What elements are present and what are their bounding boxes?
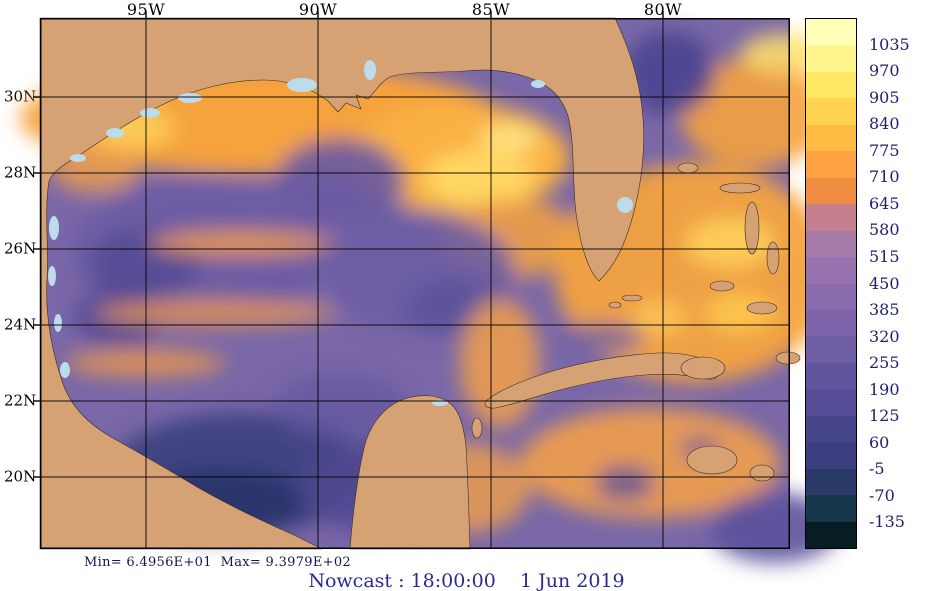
island (749, 464, 775, 482)
colorbar-segment (806, 177, 856, 205)
colorbar-segment (806, 98, 856, 125)
coastal-bay (178, 93, 202, 103)
colorbar-segment (806, 336, 856, 363)
colorbar-tick-label: 970 (869, 61, 900, 81)
x-tick-label: 80W (643, 0, 683, 19)
colorbar-tick-label: 125 (869, 406, 900, 426)
x-tick-label: 90W (298, 0, 338, 19)
lake-okeechobee (617, 197, 633, 213)
cuba-east (680, 356, 726, 380)
colorbar-tick-label: 580 (869, 220, 900, 240)
colorbar-segment (806, 204, 856, 231)
colorbar-tick-label: -135 (869, 512, 905, 532)
colorbar-gradient (805, 18, 857, 549)
island (719, 182, 761, 194)
colorbar-segment (806, 230, 856, 258)
map-canvas (20, 11, 840, 563)
colorbar-segment (806, 362, 856, 390)
y-tick-label: 28N (4, 163, 37, 182)
y-tick-label: 22N (4, 391, 37, 410)
coastal-bay (70, 154, 86, 162)
y-tick-label: 20N (4, 467, 37, 486)
colorbar-segment (806, 283, 856, 310)
colorbar-tick-label: 645 (869, 193, 900, 213)
island (766, 241, 780, 275)
min-max-stats: Min= 6.4956E+01 Max= 9.3979E+02 (84, 555, 351, 570)
colorbar-tick-label: 710 (869, 167, 900, 187)
island (677, 162, 699, 174)
island (775, 351, 801, 365)
colorbar-segment (806, 415, 856, 443)
colorbar-segment (806, 151, 856, 178)
colorbar-tick-label: 905 (869, 87, 900, 107)
colorbar-tick-label: -70 (869, 485, 895, 505)
land-layer (39, 17, 801, 550)
colorbar-segment (806, 442, 856, 469)
x-tick-label: 95W (126, 0, 166, 19)
lakes-layer (48, 60, 633, 406)
y-tick-label: 24N (4, 315, 37, 334)
colorbar-segment (806, 257, 856, 284)
figure-caption: Nowcast : 18:00:00 1 Jun 2019 (308, 570, 625, 591)
colorbar-segment (806, 71, 856, 99)
colorbar-tick-label: 385 (869, 300, 900, 320)
colorbar-segment (806, 19, 856, 46)
colorbar-segment (806, 45, 856, 72)
colorbar-tick-label: 320 (869, 326, 900, 346)
colorbar-tick-label: 255 (869, 353, 900, 373)
colorbar-tick-label: 840 (869, 114, 900, 134)
mainland-coast (39, 17, 644, 550)
colorbar-tick-label: 450 (869, 273, 900, 293)
island (608, 301, 622, 309)
gridlines-layer (40, 18, 790, 549)
colorbar-segment (806, 309, 856, 337)
coastal-lagoon (48, 266, 56, 286)
colorbar-tick-label: 190 (869, 379, 900, 399)
mobile-bay (364, 60, 376, 80)
axis-ticks (33, 11, 664, 478)
x-tick-label: 85W (471, 0, 511, 19)
colorbar-segment (806, 389, 856, 416)
colorbar-tick-label: 775 (869, 140, 900, 160)
map-plot (20, 11, 840, 563)
colorbar-tick-labels: 1035 970 905 840 775 710 645 580 515 450 385 320 255… (869, 18, 931, 549)
colorbar-tick-label: 1035 (869, 34, 910, 54)
coastal-lagoon (60, 362, 70, 378)
yucatan-coast (349, 395, 471, 550)
y-tick-label: 30N (4, 87, 37, 106)
lake-pontchartrain (287, 78, 317, 92)
colorbar-segment (806, 468, 856, 496)
map-border (40, 18, 790, 549)
coastal-bay (106, 128, 124, 138)
coastal-bay (140, 108, 160, 118)
island (686, 445, 738, 475)
island (621, 294, 643, 302)
colorbar-segment (806, 495, 856, 522)
colorbar-segment (806, 521, 856, 549)
colorbar-segment (806, 124, 856, 152)
coastal-lagoon (54, 314, 62, 332)
colorbar-tick-label: 515 (869, 246, 900, 266)
colorbar-tick-label: -5 (869, 459, 885, 479)
cuba-island (484, 352, 719, 409)
colorbar-tick-label: 60 (869, 432, 890, 452)
island (709, 280, 735, 292)
coastal-bay (531, 80, 545, 88)
coastal-lagoon (49, 216, 59, 240)
cozumel-island (471, 417, 483, 439)
y-tick-label: 26N (4, 239, 37, 258)
island (744, 201, 760, 255)
island (746, 301, 778, 315)
